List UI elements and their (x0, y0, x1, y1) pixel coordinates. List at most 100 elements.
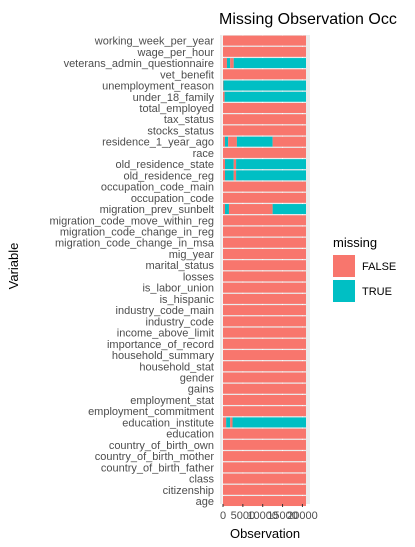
y-tick-labels: working_week_per_yearwage_per_hourvetera… (50, 36, 215, 508)
bar-segment-false (223, 192, 306, 203)
bar-segment-false (223, 473, 306, 484)
bar-segment-false (223, 226, 306, 237)
y-tick-label: is_labor_union (142, 283, 214, 295)
bar-segment-true (223, 80, 306, 91)
bar-segment-true (224, 170, 234, 181)
bar-segment-true (236, 136, 273, 147)
bar-segment-false (223, 271, 306, 282)
bar-segment-false (223, 215, 306, 226)
bar-segment-false (223, 293, 306, 304)
y-tick-label: veterans_admin_questionnaire (64, 58, 214, 70)
y-tick-label: total_employed (139, 103, 214, 115)
bar-segment-false (228, 204, 273, 215)
bar-segment-true (236, 170, 306, 181)
bar-segment-false (223, 361, 306, 372)
y-tick-label: wage_per_hour (137, 47, 215, 59)
y-tick-label: country_of_birth_own (109, 440, 214, 452)
bar-segment-false (223, 484, 306, 495)
bar-segment-true (236, 159, 306, 170)
y-tick-label: gender (180, 373, 215, 385)
y-tick-label: household_stat (139, 361, 214, 373)
bar-segment-false (223, 451, 306, 462)
y-tick-label: country_of_birth_father (101, 462, 214, 474)
bar-segment-false (223, 114, 306, 125)
y-tick-label: residence_1_year_ago (102, 137, 214, 149)
bar-segment-false (230, 58, 234, 69)
legend-title: missing (333, 235, 377, 250)
bar-segment-true (272, 204, 306, 215)
bar-segment-false (223, 406, 306, 417)
chart-title: Missing Observation Occ (219, 11, 397, 28)
y-tick-label: is_hispanic (160, 294, 215, 306)
bar-segment-false (228, 136, 237, 147)
y-tick-label: migration_code_change_in_msa (55, 238, 215, 250)
y-tick-label: employment_stat (130, 395, 214, 407)
bar-segment-false (223, 428, 306, 439)
y-tick-label: old_residence_reg (123, 170, 214, 182)
x-axis-title: Observation (230, 526, 300, 541)
bar-segment-false (223, 204, 225, 215)
bar-segment-false (223, 91, 225, 102)
bar-segment-false (223, 372, 306, 383)
bar-segment-true (224, 91, 306, 102)
bar-segment-false (233, 159, 237, 170)
bar-segment-true (232, 417, 306, 428)
x-tick-label: 5000 (231, 510, 255, 522)
bar-segment-false (223, 237, 306, 248)
y-tick-label: old_residence_state (116, 159, 214, 171)
y-tick-label: employment_commitment (88, 406, 214, 418)
bar-segment-false (223, 316, 306, 327)
bar-segment-false (223, 170, 225, 181)
bar-segment-false (223, 327, 306, 338)
legend-key-false (333, 255, 355, 277)
bar-segment-false (223, 462, 306, 473)
y-tick-label: race (193, 148, 214, 160)
bar-segment-false (223, 35, 306, 46)
legend-label: TRUE (362, 286, 392, 298)
y-tick-label: education_institute (122, 417, 214, 429)
y-tick-label: class (189, 474, 215, 486)
y-tick-label: stocks_status (147, 125, 214, 137)
legend: missing FALSE TRUE (333, 235, 396, 302)
bars-group (223, 35, 306, 507)
x-tick-label: 20000 (287, 510, 318, 522)
y-tick-label: mig_year (169, 249, 215, 261)
bar-segment-false (223, 159, 225, 170)
y-tick-label: industry_code (146, 316, 215, 328)
y-tick-label: country_of_birth_mother (95, 451, 215, 463)
bar-segment-false (223, 147, 306, 158)
bar-segment-true (226, 58, 231, 69)
y-tick-label: migration_code_move_within_reg (50, 215, 214, 227)
bar-segment-false (223, 394, 306, 405)
y-tick-label: migration_prev_sunbelt (100, 204, 214, 216)
bar-segment-false (223, 58, 227, 69)
bar-segment-true (224, 136, 229, 147)
y-tick-label: education (166, 429, 214, 441)
y-tick-label: age (196, 496, 214, 508)
y-tick-label: migration_code_change_in_reg (60, 227, 214, 239)
y-tick-label: losses (183, 271, 215, 283)
bar-segment-false (223, 417, 227, 428)
bar-segment-false (223, 125, 306, 136)
y-tick-label: household_summary (112, 350, 215, 362)
y-tick-label: marital_status (146, 260, 215, 272)
bar-segment-false (272, 136, 306, 147)
y-tick-label: gains (188, 384, 215, 396)
y-tick-label: vet_benefit (160, 69, 214, 81)
y-tick-label: citizenship (163, 485, 214, 497)
bar-segment-false (223, 350, 306, 361)
bar-segment-false (223, 305, 306, 316)
x-tick-label: 10000 (247, 510, 278, 522)
bar-segment-false (233, 170, 237, 181)
y-tick-label: industry_code_main (116, 305, 214, 317)
bar-segment-false (223, 80, 224, 91)
bar-segment-false (223, 181, 306, 192)
y-tick-label: tax_status (164, 114, 215, 126)
y-tick-label: income_above_limit (117, 328, 214, 340)
bar-segment-false (223, 338, 306, 349)
bar-segment-true (224, 204, 229, 215)
legend-key-true (333, 280, 355, 302)
bar-segment-true (226, 417, 231, 428)
